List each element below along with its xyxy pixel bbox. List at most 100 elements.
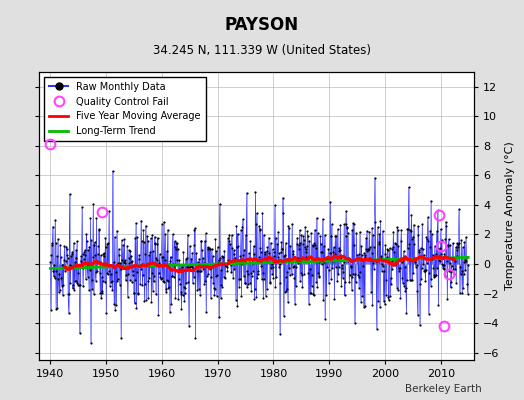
Point — [76, 282, 84, 288]
Point — [147, 299, 156, 306]
Point — [301, 246, 310, 252]
Point — [397, 238, 405, 244]
Point — [190, 226, 199, 233]
Point — [308, 272, 316, 278]
Point — [361, 252, 369, 258]
Point — [439, 262, 447, 268]
Point — [182, 280, 190, 286]
Point — [274, 253, 282, 260]
Point — [381, 242, 390, 249]
Point — [410, 222, 418, 228]
Point — [180, 283, 188, 290]
Point — [150, 234, 159, 240]
Point — [248, 260, 257, 266]
Point — [288, 220, 296, 227]
Point — [414, 223, 422, 230]
Point — [151, 240, 160, 246]
Point — [288, 271, 296, 278]
Point — [183, 232, 192, 238]
Point — [89, 200, 97, 207]
Point — [334, 271, 342, 277]
Point — [337, 262, 346, 268]
Point — [227, 232, 236, 238]
Point — [212, 248, 221, 254]
Point — [152, 256, 161, 263]
Point — [136, 266, 145, 272]
Point — [204, 244, 212, 250]
Point — [251, 188, 259, 195]
Point — [395, 268, 403, 274]
Point — [336, 222, 345, 228]
Point — [367, 250, 376, 256]
Point — [199, 255, 207, 261]
Point — [347, 264, 355, 270]
Point — [201, 238, 209, 244]
Point — [158, 221, 166, 227]
Point — [287, 256, 296, 262]
Point — [281, 252, 289, 258]
Point — [106, 262, 115, 268]
Point — [90, 291, 98, 297]
Point — [64, 310, 73, 316]
Point — [88, 277, 96, 284]
Point — [107, 278, 115, 285]
Point — [310, 292, 318, 298]
Point — [257, 262, 266, 269]
Point — [253, 275, 261, 282]
Point — [152, 291, 160, 298]
Point — [101, 279, 109, 285]
Point — [377, 253, 386, 260]
Point — [262, 259, 270, 266]
Point — [398, 280, 407, 286]
Point — [109, 264, 117, 270]
Point — [79, 283, 87, 289]
Point — [350, 242, 358, 248]
Point — [159, 278, 168, 284]
Point — [385, 297, 393, 303]
Point — [299, 240, 307, 247]
Point — [112, 302, 121, 308]
Point — [398, 275, 407, 282]
Point — [226, 262, 235, 268]
Point — [300, 244, 309, 250]
Point — [117, 335, 125, 341]
Point — [303, 228, 312, 234]
Point — [127, 259, 135, 266]
Point — [218, 284, 226, 290]
Point — [195, 256, 203, 262]
Point — [129, 290, 138, 296]
Point — [358, 263, 367, 270]
Point — [244, 281, 253, 287]
Point — [140, 281, 149, 287]
Point — [324, 246, 333, 252]
Point — [310, 240, 319, 246]
Point — [123, 242, 132, 249]
Point — [463, 254, 471, 260]
Point — [230, 266, 238, 272]
Point — [208, 246, 216, 252]
Point — [49, 268, 58, 274]
Point — [162, 289, 170, 296]
Point — [259, 295, 267, 301]
Point — [263, 286, 271, 292]
Point — [398, 258, 406, 265]
Point — [161, 286, 170, 292]
Point — [266, 279, 274, 285]
Point — [141, 250, 149, 257]
Point — [174, 296, 182, 302]
Point — [304, 233, 312, 240]
Point — [463, 280, 472, 287]
Point — [416, 322, 424, 328]
Point — [225, 238, 233, 244]
Point — [74, 282, 82, 288]
Point — [313, 230, 322, 237]
Point — [243, 284, 251, 290]
Point — [242, 232, 250, 238]
Point — [220, 274, 228, 280]
Point — [137, 217, 145, 224]
Point — [365, 244, 374, 250]
Point — [158, 274, 167, 281]
Point — [93, 258, 102, 264]
Point — [89, 254, 97, 260]
Point — [325, 266, 333, 273]
